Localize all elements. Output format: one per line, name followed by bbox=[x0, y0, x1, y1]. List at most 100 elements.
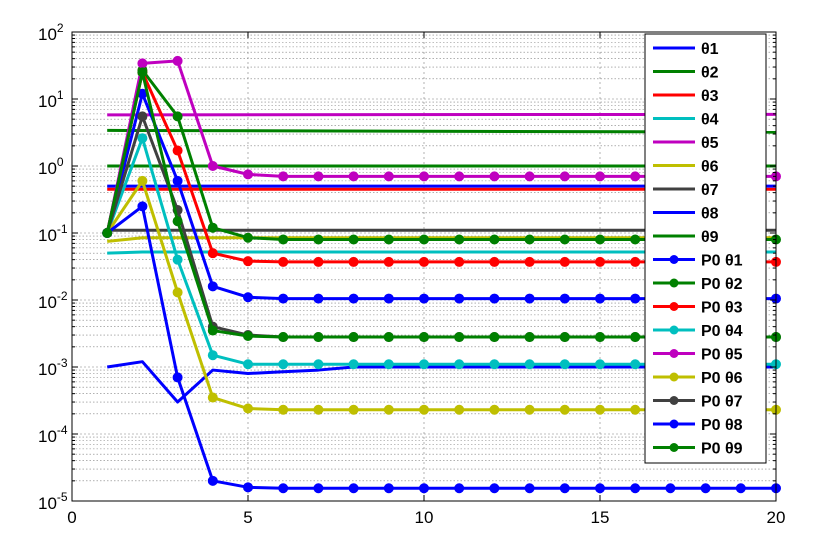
legend-label: θ4 bbox=[701, 112, 719, 129]
data-point bbox=[489, 293, 500, 304]
legend-label: θ6 bbox=[701, 159, 719, 176]
legend-entry: θ4 bbox=[653, 112, 719, 129]
data-point bbox=[207, 325, 218, 336]
data-point bbox=[595, 256, 605, 267]
data-point bbox=[700, 483, 711, 494]
legend-marker bbox=[669, 278, 679, 288]
legend-entry: P0 θ3 bbox=[653, 300, 743, 317]
data-point bbox=[383, 171, 394, 182]
series-line bbox=[106, 360, 776, 404]
data-point bbox=[313, 332, 324, 343]
legend-entry: θ8 bbox=[653, 206, 719, 223]
data-point bbox=[383, 359, 394, 370]
data-point bbox=[243, 232, 253, 243]
data-point bbox=[630, 234, 641, 245]
legend-entry: θ7 bbox=[653, 182, 719, 199]
data-point bbox=[278, 234, 289, 245]
data-point bbox=[454, 483, 465, 494]
data-point bbox=[207, 248, 218, 259]
data-point bbox=[419, 234, 429, 245]
data-point bbox=[419, 256, 429, 267]
data-point bbox=[313, 256, 324, 267]
data-point bbox=[419, 404, 429, 415]
data-point bbox=[278, 171, 289, 182]
data-point bbox=[137, 58, 148, 69]
data-point bbox=[207, 392, 218, 403]
data-point bbox=[313, 171, 324, 182]
legend-marker bbox=[669, 396, 679, 405]
data-point bbox=[383, 483, 394, 494]
data-point bbox=[278, 404, 289, 415]
legend-label: P0 θ6 bbox=[701, 370, 743, 387]
data-point bbox=[313, 359, 324, 370]
data-point bbox=[454, 359, 465, 370]
data-point bbox=[559, 234, 570, 245]
x-tick-label: 10 bbox=[415, 508, 434, 527]
legend-label: θ7 bbox=[701, 182, 719, 199]
data-point bbox=[419, 171, 429, 182]
data-point bbox=[278, 359, 289, 370]
data-point bbox=[665, 483, 676, 494]
data-point bbox=[559, 359, 570, 370]
data-point bbox=[102, 228, 113, 238]
data-point bbox=[313, 234, 324, 245]
data-point bbox=[313, 483, 324, 494]
data-point bbox=[207, 475, 218, 486]
legend-label: θ2 bbox=[701, 65, 719, 82]
data-point bbox=[243, 403, 253, 414]
data-point bbox=[172, 55, 183, 66]
data-point bbox=[348, 234, 359, 245]
data-point bbox=[419, 483, 429, 494]
data-point bbox=[207, 161, 218, 171]
legend-marker bbox=[669, 349, 679, 358]
data-point bbox=[559, 404, 570, 415]
data-point bbox=[559, 293, 570, 304]
x-tick-label: 20 bbox=[767, 508, 786, 527]
data-point bbox=[278, 256, 289, 267]
legend-marker bbox=[669, 255, 679, 264]
data-point bbox=[383, 332, 394, 343]
data-point bbox=[313, 293, 324, 304]
legend-marker bbox=[669, 302, 679, 311]
legend-entry: P0 θ7 bbox=[653, 394, 743, 411]
data-point bbox=[243, 331, 253, 342]
legend: θ1 θ2 θ3 θ4 θ5 θ6 θ7 θ8 θ9 P0 θ1 P0 θ2 P0 θ3 P0 θ4 P0… bbox=[644, 33, 767, 464]
x-tick-labels: 0 5 10 15 20 bbox=[67, 508, 785, 527]
x-tick-label: 0 bbox=[67, 508, 76, 527]
legend-entry: P0 θ9 bbox=[653, 441, 743, 458]
data-point bbox=[419, 332, 429, 343]
data-point bbox=[454, 234, 465, 245]
y-tick-label: 10-2 bbox=[38, 289, 68, 312]
data-point bbox=[348, 359, 359, 370]
y-tick-label: 10-3 bbox=[38, 356, 68, 379]
data-point bbox=[172, 145, 183, 156]
data-point bbox=[348, 293, 359, 304]
data-point bbox=[524, 256, 535, 267]
data-point bbox=[137, 175, 148, 186]
data-point bbox=[524, 234, 535, 245]
data-point bbox=[278, 483, 289, 494]
axis-ticks bbox=[71, 32, 777, 502]
legend-label: P0 θ1 bbox=[701, 253, 743, 270]
data-point bbox=[172, 111, 183, 122]
legend-label: P0 θ7 bbox=[701, 394, 743, 411]
data-point bbox=[243, 482, 253, 493]
data-point bbox=[595, 171, 605, 182]
data-point bbox=[137, 133, 148, 144]
data-point bbox=[207, 281, 218, 292]
data-point bbox=[630, 171, 641, 182]
data-point bbox=[489, 332, 500, 343]
x-tick-label: 5 bbox=[243, 508, 252, 527]
data-point bbox=[172, 254, 183, 265]
legend-label: θ9 bbox=[701, 229, 719, 246]
legend-entry: θ5 bbox=[653, 135, 719, 152]
data-point bbox=[524, 359, 535, 370]
data-point bbox=[419, 359, 429, 370]
y-tick-label: 101 bbox=[38, 88, 64, 111]
legend-marker bbox=[669, 325, 679, 335]
data-point bbox=[489, 359, 500, 370]
data-point bbox=[243, 169, 253, 180]
data-point bbox=[172, 175, 183, 186]
data-point bbox=[137, 111, 148, 122]
